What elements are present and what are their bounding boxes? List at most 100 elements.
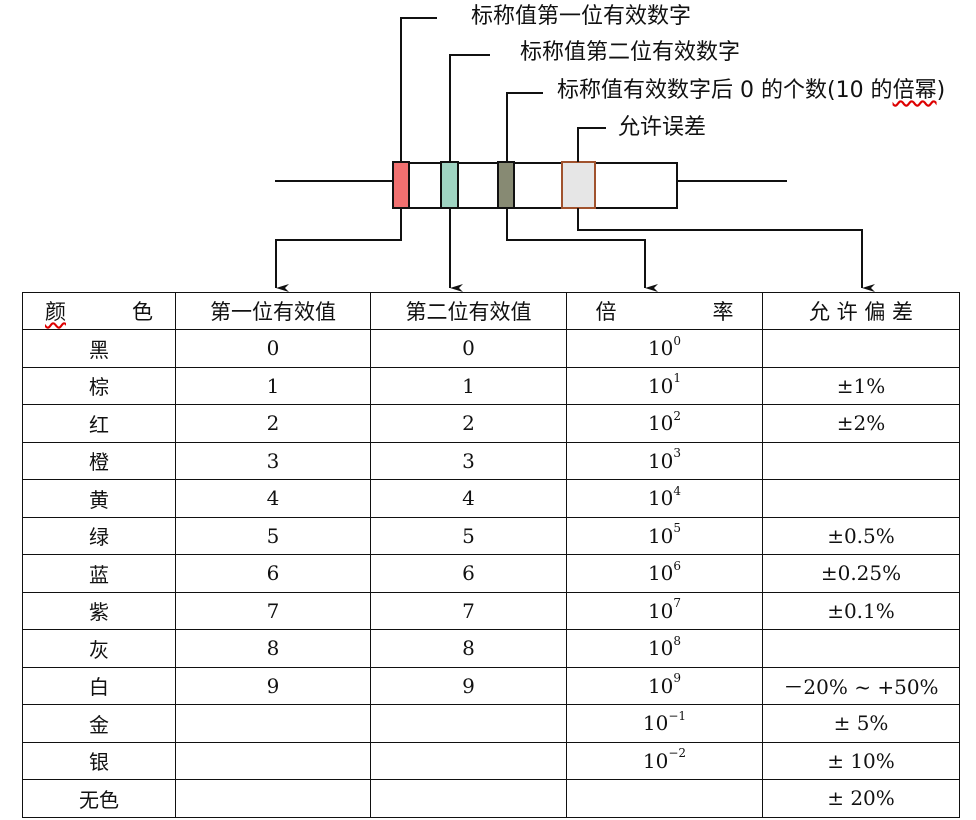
multiplier-exponent: 9: [673, 671, 682, 686]
label-zero-count-suffix: ): [936, 78, 946, 103]
table-row: 红 2 2 102 ±2%: [22, 404, 960, 443]
leader-second: [449, 54, 490, 162]
tolerance-cell: ±1%: [762, 366, 960, 405]
table-row: 紫 7 7 107 ±0.1%: [22, 591, 960, 630]
second-digit-cell: 7: [370, 591, 567, 630]
multiplier-base: 10: [647, 673, 674, 698]
first-digit-cell: [175, 704, 371, 743]
color-name-cell: 橙: [22, 441, 176, 480]
multiplier-cell: 106: [566, 554, 763, 593]
table-row: 黄 4 4 104: [22, 479, 960, 518]
multiplier-exponent: 5: [673, 521, 682, 536]
multiplier-power: 104: [647, 483, 682, 511]
table-row: 黑 0 0 100: [22, 329, 960, 368]
multiplier-exponent: 1: [673, 371, 682, 386]
first-digit-cell: [175, 779, 371, 818]
header-mult-a: 倍: [595, 300, 617, 324]
arrow-tolerance: [577, 208, 875, 292]
table-header-row: 颜色 第一位有效值 第二位有效值 倍率 允 许 偏 差: [22, 292, 960, 330]
multiplier-power: 101: [647, 371, 682, 398]
table-body: 黑 0 0 100 棕 1 1 101 ±1% 红 2 2 102 ±2% 橙 3 3 103 黄 4 4 104 绿 5 5 1…: [22, 329, 960, 818]
color-name-cell: 红: [22, 404, 176, 443]
table-row: 蓝 6 6 106 ±0.25%: [22, 554, 960, 593]
header-multiplier: 倍率: [566, 292, 763, 330]
multiplier-base: 10: [647, 523, 674, 548]
tolerance-cell: ± 20%: [762, 779, 960, 818]
color-code-table: 颜色 第一位有效值 第二位有效值 倍率 允 许 偏 差 黑 0 0 100 棕 1 1 101…: [22, 292, 960, 818]
multiplier-cell: 100: [566, 329, 763, 368]
color-name-cell: 金: [22, 704, 176, 743]
multiplier-base: 10: [647, 561, 674, 586]
header-first-digit: 第一位有效值: [175, 292, 371, 330]
multiplier-cell: 109: [566, 666, 763, 705]
multiplier-base: 10: [647, 336, 674, 361]
multiplier-power: 109: [647, 671, 682, 698]
multiplier-exponent: 8: [673, 633, 682, 648]
multiplier-exponent: 0: [673, 333, 682, 348]
first-digit-cell: 6: [175, 554, 371, 593]
color-name-cell: 蓝: [22, 554, 176, 593]
multiplier-exponent: 2: [673, 408, 682, 423]
tolerance-cell: ± 10%: [762, 741, 960, 780]
second-digit-cell: 6: [370, 554, 567, 593]
tolerance-cell: ± 5%: [762, 704, 960, 743]
header-color: 颜色: [22, 292, 176, 330]
table-row: 白 9 9 109 －20% ~ +50%: [22, 666, 960, 705]
multiplier-base: 10: [647, 411, 674, 436]
first-digit-cell: 2: [175, 404, 371, 443]
first-digit-cell: 5: [175, 516, 371, 555]
multiplier-power: 105: [647, 521, 682, 548]
color-name-cell: 绿: [22, 516, 176, 555]
arrow-multiplier: [506, 208, 658, 292]
tolerance-cell: [762, 441, 960, 480]
table-row: 棕 1 1 101 ±1%: [22, 366, 960, 405]
leader-tolerance: [577, 127, 606, 162]
multiplier-base: 10: [647, 636, 674, 661]
multiplier-exponent: 3: [673, 446, 682, 461]
multiplier-cell: 108: [566, 629, 763, 668]
tolerance-cell: －20% ~ +50%: [762, 666, 960, 705]
color-name-cell: 棕: [22, 366, 176, 405]
second-digit-cell: 1: [370, 366, 567, 405]
header-color-a: 颜: [45, 300, 66, 324]
first-digit-cell: 1: [175, 366, 371, 405]
band-first-digit: [392, 161, 410, 209]
table-row: 绿 5 5 105 ±0.5%: [22, 516, 960, 555]
resistor-body: [392, 162, 678, 209]
multiplier-power: 103: [648, 446, 682, 473]
color-name-cell: 黑: [22, 329, 176, 368]
label-second-digit: 标称值第二位有效数字: [520, 40, 741, 65]
multiplier-power: 108: [647, 633, 682, 661]
multiplier-exponent: 6: [673, 558, 682, 573]
first-digit-cell: 4: [175, 479, 371, 518]
multiplier-cell: 107: [566, 591, 763, 630]
label-zero-count: 标称值有效数字后 0 的个数(10 的倍幂): [557, 78, 945, 104]
multiplier-base: 10: [647, 373, 674, 398]
multiplier-power: 100: [647, 333, 682, 361]
table-row: 无色 ± 20%: [22, 779, 960, 818]
first-digit-cell: 8: [175, 629, 371, 668]
color-name-cell: 黄: [22, 479, 176, 518]
tolerance-cell: [762, 329, 960, 368]
label-tolerance: 允许误差: [618, 115, 707, 140]
resistor-diagram: [275, 17, 875, 292]
multiplier-base: 10: [647, 486, 674, 511]
second-digit-cell: 0: [370, 329, 567, 368]
multiplier-cell: 105: [566, 516, 763, 555]
multiplier-cell: 10−2: [566, 741, 763, 780]
second-digit-cell: 5: [370, 516, 567, 555]
color-name-cell: 紫: [22, 591, 176, 630]
table-row: 银 10−2 ± 10%: [22, 741, 960, 780]
first-digit-cell: 3: [175, 441, 371, 480]
header-second-digit: 第二位有效值: [370, 292, 567, 330]
band-second-digit: [440, 161, 459, 209]
color-name-cell: 灰: [22, 629, 176, 668]
label-zero-count-wavy: 倍幂: [892, 78, 937, 103]
first-digit-cell: 0: [175, 329, 371, 368]
header-color-b: 色: [132, 300, 153, 324]
multiplier-cell: 101: [566, 366, 763, 405]
label-first-digit: 标称值第一位有效数字: [471, 4, 692, 29]
multiplier-exponent: 4: [673, 483, 682, 498]
band-multiplier: [497, 161, 515, 209]
label-zero-count-prefix: 标称值有效数字后 0 的个数(10 的: [557, 78, 893, 103]
